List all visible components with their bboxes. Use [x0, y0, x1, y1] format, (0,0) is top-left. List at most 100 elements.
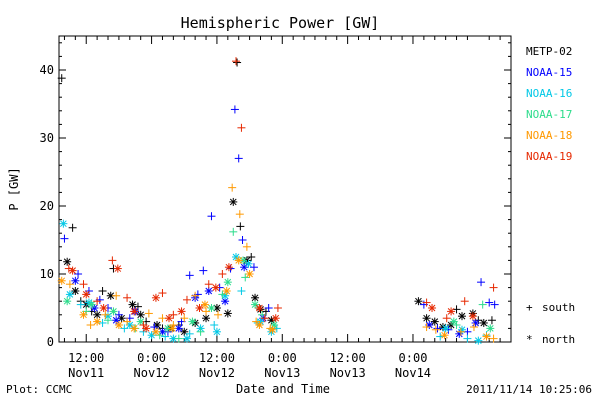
south-point-noaa-19	[108, 256, 117, 265]
legend-entry-noaa-16: NOAA-16	[526, 87, 572, 100]
south-point-noaa-15	[230, 105, 239, 114]
south-point-noaa-19	[237, 123, 246, 132]
north-point-noaa-16	[65, 290, 74, 299]
north-point-noaa-19	[142, 324, 151, 333]
north-point-noaa-15	[240, 263, 249, 272]
south-point-noaa-18	[191, 291, 200, 300]
north-point-metp-02	[136, 310, 145, 319]
south-point-metp-02	[98, 287, 107, 295]
south-point-noaa-16	[161, 332, 170, 341]
north-point-noaa-19	[224, 263, 233, 272]
south-point-noaa-16	[237, 287, 246, 295]
north-point-noaa-18	[482, 332, 491, 341]
north-point-metp-02	[93, 310, 102, 319]
north-point-noaa-19	[68, 266, 77, 275]
y-tick-label: 30	[40, 131, 54, 145]
north-point-noaa-16	[244, 259, 253, 268]
south-point-noaa-15	[238, 236, 247, 244]
south-point-noaa-15	[60, 234, 69, 243]
north-point-noaa-19	[99, 304, 108, 312]
north-point-noaa-19	[271, 314, 280, 323]
north-point-noaa-15	[90, 304, 99, 312]
south-point-metp-02	[233, 58, 242, 67]
south-point-noaa-18	[235, 210, 244, 219]
south-point-noaa-15	[199, 266, 208, 275]
south-point-noaa-15	[249, 263, 258, 272]
south-point-noaa-17	[155, 331, 164, 340]
south-point-noaa-18	[214, 310, 223, 319]
north-point-metp-02	[202, 314, 211, 323]
x-tick-date-label: Nov14	[395, 366, 431, 380]
north-point-noaa-16	[457, 325, 466, 334]
south-point-noaa-15	[477, 278, 486, 287]
south-point-noaa-17	[174, 334, 183, 343]
south-point-noaa-17	[241, 273, 250, 282]
y-tick-label: 40	[40, 63, 54, 77]
south-point-noaa-18	[242, 242, 251, 251]
south-point-metp-02	[452, 305, 461, 314]
south-point-noaa-16	[98, 318, 107, 327]
y-tick-label: 10	[40, 267, 54, 281]
north-point-noaa-16	[59, 219, 68, 228]
north-point-metp-02	[63, 257, 72, 266]
x-tick-time-label: 12:00	[68, 351, 104, 365]
south-point-noaa-15	[74, 270, 83, 278]
x-tick-time-label: 0:00	[268, 351, 297, 365]
x-tick-date-label: Nov11	[68, 366, 104, 380]
south-point-metp-02	[487, 316, 496, 325]
north-point-noaa-16	[147, 331, 156, 340]
north-point-noaa-19	[195, 304, 204, 312]
south-point-noaa-18	[228, 183, 237, 192]
south-point-noaa-15	[207, 212, 216, 221]
x-tick-time-label: 0:00	[399, 351, 428, 365]
south-point-noaa-16	[76, 300, 85, 309]
south-point-noaa-18	[180, 314, 189, 323]
north-point-noaa-19	[82, 290, 91, 299]
south-point-noaa-19	[489, 283, 498, 292]
south-point-noaa-17	[218, 290, 227, 299]
north-point-noaa-19	[468, 312, 477, 321]
south-point-noaa-19	[231, 57, 240, 66]
south-point-noaa-15	[433, 324, 442, 333]
north-point-noaa-18	[234, 256, 243, 265]
south-point-noaa-18	[101, 310, 110, 319]
x-tick-time-label: 0:00	[137, 351, 166, 365]
south-key-label: south	[542, 301, 575, 314]
south-point-metp-02	[57, 74, 66, 83]
north-point-noaa-18	[245, 270, 254, 278]
south-point-noaa-17	[196, 327, 205, 336]
south-point-noaa-17	[104, 316, 113, 325]
north-point-metp-02	[430, 317, 439, 326]
y-tick-label: 20	[40, 199, 54, 213]
south-point-noaa-19	[204, 280, 213, 289]
south-point-noaa-16	[463, 334, 472, 343]
south-point-noaa-15	[485, 298, 494, 307]
x-tick-time-label: 12:00	[199, 351, 235, 365]
hemisphere-key: + south * north	[526, 301, 575, 346]
north-point-noaa-18	[57, 276, 66, 285]
north-key-symbol: *	[526, 333, 533, 346]
north-point-noaa-16	[212, 327, 221, 336]
y-axis-label: P [GW]	[7, 167, 21, 210]
north-point-metp-02	[71, 287, 80, 295]
south-point-noaa-19	[64, 264, 73, 273]
south-point-noaa-18	[86, 321, 95, 329]
north-point-noaa-16	[441, 324, 450, 333]
north-point-noaa-19	[255, 304, 264, 312]
south-point-noaa-19	[460, 297, 469, 306]
x-tick-time-label: 12:00	[330, 351, 366, 365]
south-point-metp-02	[68, 223, 77, 232]
legend-entry-metp-02: METP-02	[526, 45, 572, 58]
legend-entry-noaa-17: NOAA-17	[526, 108, 572, 121]
north-point-noaa-18	[168, 324, 177, 333]
y-tick-label: 0	[47, 335, 54, 349]
legend: METP-02 NOAA-15 NOAA-16 NOAA-17 NOAA-18 NOAA-…	[526, 45, 572, 163]
south-point-noaa-19	[442, 314, 451, 323]
north-point-noaa-19	[177, 307, 186, 316]
south-point-noaa-17	[478, 300, 487, 309]
north-point-noaa-19	[151, 293, 160, 302]
north-point-noaa-18	[255, 321, 264, 329]
south-point-noaa-15	[490, 300, 499, 309]
legend-entry-noaa-15: NOAA-15	[526, 66, 572, 79]
